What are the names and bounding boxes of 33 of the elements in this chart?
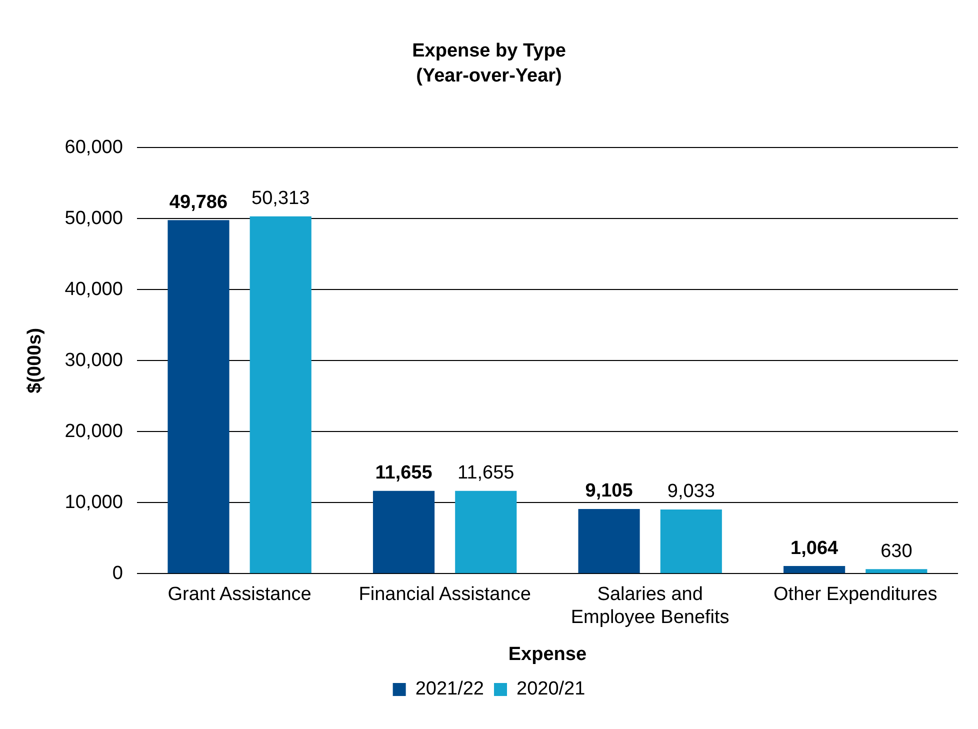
data-label: 9,033	[667, 481, 715, 502]
data-label: 630	[880, 540, 912, 562]
y-tick-label: 50,000	[64, 208, 123, 229]
data-label: 1,064	[790, 538, 839, 559]
chart-title: Expense by Type	[412, 40, 566, 62]
data-label: 49,786	[169, 192, 228, 213]
y-tick-label: 30,000	[64, 350, 123, 371]
y-tick-label: 0	[112, 562, 123, 584]
y-tick-label: 60,000	[64, 136, 123, 158]
bar	[660, 509, 722, 574]
y-tick-label: 40,000	[64, 278, 123, 300]
bar	[455, 490, 517, 574]
x-tick-label: Financial Assistance	[358, 584, 531, 606]
x-tick-label: Salaries and Employee Benefits	[570, 584, 730, 628]
data-label: 50,313	[252, 188, 310, 210]
y-tick-label: 20,000	[64, 420, 123, 442]
data-label: 11,655	[458, 462, 514, 484]
y-axis-title: $(000s)	[24, 328, 46, 394]
legend-label: 2021/22	[415, 678, 484, 700]
bar	[784, 566, 846, 574]
y-tick-label: 10,000	[64, 492, 123, 513]
bar	[250, 216, 312, 574]
bar	[866, 569, 928, 574]
x-tick-label: Grant Assistance	[168, 584, 312, 606]
data-label: 11,655	[375, 462, 433, 484]
x-tick-label: Other Expenditures	[774, 584, 938, 606]
legend-label: 2020/21	[516, 678, 586, 700]
bar	[578, 508, 640, 574]
x-axis-title: Expense	[508, 644, 587, 665]
bar	[168, 220, 230, 574]
chart-subtitle: (Year-over-Year)	[416, 65, 562, 86]
bar	[372, 490, 435, 574]
data-label: 9,105	[585, 480, 634, 502]
